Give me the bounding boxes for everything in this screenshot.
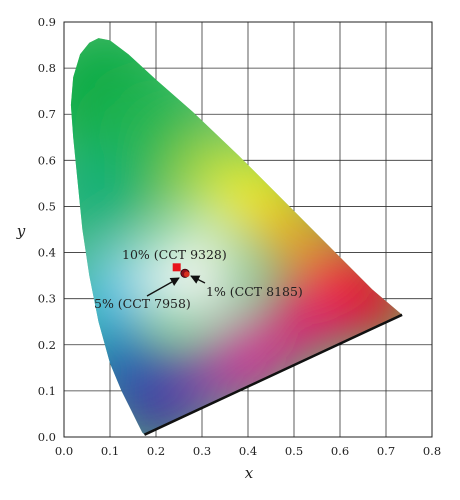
- x-tick-label: 0.4: [239, 444, 257, 458]
- y-tick-label: 0.9: [38, 15, 56, 29]
- y-axis-label: y: [16, 222, 26, 240]
- point-circle-2: [184, 271, 190, 278]
- color-blob: [171, 217, 224, 270]
- plot-frame: [63, 21, 433, 438]
- axis-ticks: 0.0 0.1 0.2 0.3 0.4 0.5 0.6 0.7 0.8 0.0 0.1 0.2 0.3 0…: [38, 15, 441, 458]
- y-tick-label: 0.8: [38, 61, 56, 75]
- y-tick-label: 0.7: [38, 107, 56, 121]
- arrow-5-percent: [146, 277, 180, 297]
- arrow-1-percent: [190, 275, 206, 284]
- y-tick-label: 0.5: [38, 199, 56, 213]
- label-10-percent: 10% (CCT 9328): [122, 247, 227, 262]
- x-axis-label: x: [245, 464, 254, 482]
- label-1-percent: 1% (CCT 8185): [206, 284, 303, 299]
- y-tick-label: 0.2: [38, 338, 56, 352]
- color-blob: [340, 267, 403, 340]
- point-square-0: [172, 263, 181, 272]
- line-of-purples: [143, 313, 403, 436]
- label-5-percent: 5% (CCT 7958): [94, 296, 191, 311]
- color-blob: [81, 329, 158, 406]
- x-tick-label: 0.3: [193, 444, 211, 458]
- color-blob: [269, 279, 346, 356]
- x-tick-label: 0.8: [423, 444, 441, 458]
- color-blob: [70, 149, 140, 246]
- color-blob: [187, 256, 244, 313]
- x-tick-label: 0.1: [101, 444, 119, 458]
- x-tick-label: 0.6: [331, 444, 349, 458]
- y-tick-label: 0.1: [38, 384, 56, 398]
- x-tick-label: 0.5: [285, 444, 303, 458]
- annotations: 10% (CCT 9328) 5% (CCT 7958) 1% (CCT 818…: [94, 247, 303, 311]
- color-blob: [103, 241, 163, 301]
- y-tick-label: 0.0: [38, 430, 56, 444]
- data-points: [172, 263, 190, 278]
- x-tick-label: 0.7: [377, 444, 395, 458]
- y-tick-label: 0.4: [38, 246, 56, 260]
- x-tick-label: 0.2: [147, 444, 165, 458]
- y-tick-label: 0.3: [38, 292, 56, 306]
- y-tick-label: 0.6: [38, 153, 56, 167]
- x-tick-label: 0.0: [55, 444, 73, 458]
